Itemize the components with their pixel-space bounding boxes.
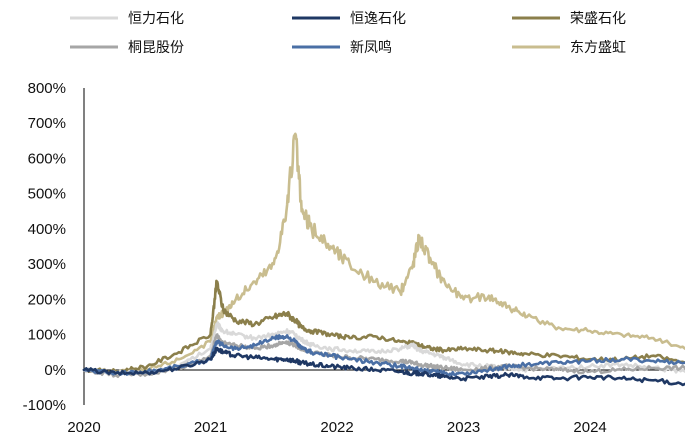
y-tick-label: 600% (28, 150, 66, 167)
x-tick-label: 2023 (447, 419, 480, 434)
legend-label: 新凤鸣 (350, 39, 392, 56)
series-line (82, 279, 685, 374)
y-tick-label: 100% (28, 327, 66, 344)
legend-label: 荣盛石化 (570, 11, 626, 27)
y-tick-label: 500% (28, 186, 66, 203)
legend-label: 恒力石化 (128, 11, 184, 27)
series-line (82, 321, 685, 377)
legend-label: 东方盛虹 (570, 40, 626, 56)
x-tick-label: 2020 (67, 419, 100, 434)
series-group (82, 132, 685, 387)
plot-area: -100%0%100%200%300%400%500%600%700%800% … (23, 80, 685, 434)
y-axis: -100% 0% 100% 200% 300% 400% 500% 600% 700% 800% (23, 80, 66, 414)
series-line (82, 346, 685, 387)
series-line (82, 333, 685, 378)
series-line (82, 132, 685, 375)
y-tick-label: 700% (28, 115, 66, 132)
y-tick-label: 200% (28, 291, 66, 308)
y-tick-label: 300% (28, 256, 66, 273)
y-tick-label: 800% (28, 80, 66, 97)
y-tick-label: 0% (44, 362, 66, 379)
x-tick-label: 2024 (573, 419, 606, 434)
x-axis: 2020 2021 2022 2023 2024 (67, 419, 606, 434)
legend-label: 桐昆股份 (128, 40, 184, 56)
y-tick-label: -100% (23, 397, 66, 414)
y-tick-label: 400% (28, 221, 66, 238)
x-tick-label: 2021 (194, 419, 227, 434)
x-tick-label: 2022 (320, 419, 353, 434)
legend-label: 恒逸石化 (350, 11, 406, 27)
series-line (82, 334, 685, 377)
